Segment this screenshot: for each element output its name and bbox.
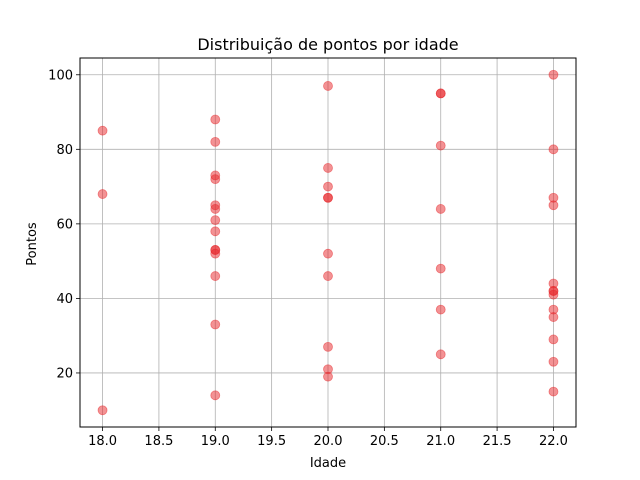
data-point (548, 144, 559, 155)
data-point (323, 371, 333, 382)
y-tick-label: 100 (48, 68, 73, 83)
x-tick-label: 19.0 (201, 434, 230, 449)
data-point (97, 405, 108, 416)
data-point (435, 263, 446, 274)
data-point (435, 304, 446, 315)
data-point (548, 386, 559, 397)
x-axis-label: Idade (310, 456, 346, 471)
data-points (97, 69, 559, 416)
data-point (323, 163, 333, 173)
x-tick-label: 18.5 (144, 434, 173, 449)
data-point (97, 189, 108, 199)
data-point (435, 204, 446, 214)
x-tick-label: 19.5 (257, 434, 286, 449)
data-point (323, 341, 333, 352)
y-tick-label: 60 (56, 217, 73, 232)
data-point (323, 192, 333, 203)
grid (80, 58, 576, 427)
data-point (210, 319, 221, 330)
x-tick-label: 20.0 (314, 434, 343, 449)
data-point (323, 81, 333, 91)
data-point (210, 226, 221, 237)
data-point (435, 140, 446, 151)
x-tick-label: 20.5 (370, 434, 399, 449)
y-tick-label: 20 (56, 366, 73, 381)
x-axis-ticks: 18.0 18.5 19.0 19.5 20.0 20.5 21.0 21.5 22.0 (88, 427, 568, 449)
x-tick-label: 18.0 (88, 434, 117, 449)
data-point (323, 248, 333, 259)
data-point (548, 289, 559, 300)
data-point (548, 200, 559, 211)
data-point (210, 271, 221, 281)
data-point (210, 390, 221, 401)
chart-title: Distribuição de pontos por idade (197, 35, 458, 54)
y-axis-ticks: 20 40 60 80 100 (48, 68, 80, 381)
data-point (210, 204, 221, 214)
data-point (323, 181, 333, 192)
data-point (210, 174, 221, 185)
data-point (210, 248, 221, 259)
data-point (548, 69, 559, 80)
data-point (210, 114, 221, 125)
x-tick-label: 22.0 (539, 434, 568, 449)
data-point (548, 334, 559, 345)
y-tick-label: 40 (56, 292, 73, 307)
data-point (435, 349, 446, 360)
x-tick-label: 21.5 (483, 434, 512, 449)
y-tick-label: 80 (56, 143, 73, 158)
data-point (435, 88, 446, 99)
data-point (97, 125, 108, 136)
y-axis-label: Pontos (25, 222, 40, 266)
data-point (210, 215, 221, 226)
data-point (548, 356, 559, 367)
data-point (323, 271, 333, 281)
x-tick-label: 21.0 (426, 434, 455, 449)
data-point (210, 136, 221, 147)
data-point (548, 312, 559, 322)
